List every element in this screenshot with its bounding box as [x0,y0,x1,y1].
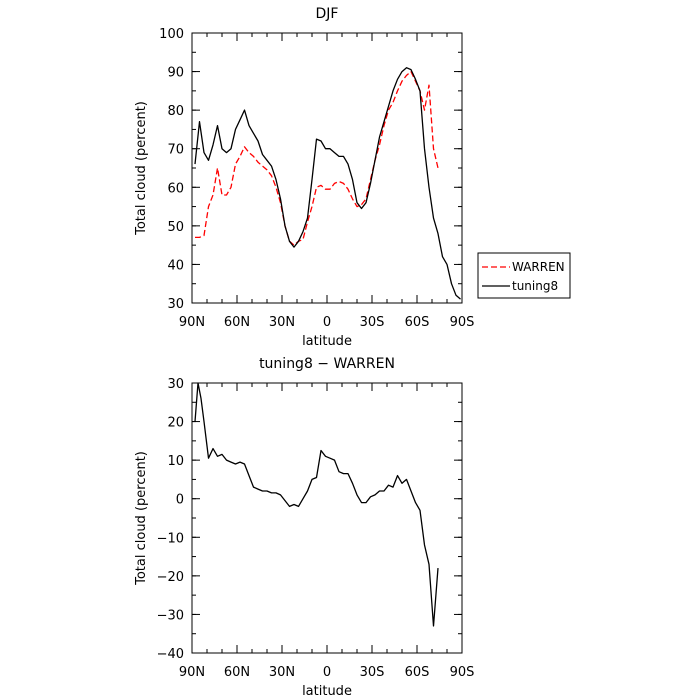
legend-box [477,252,571,299]
legend-label-warren: WARREN [512,260,565,274]
series-line-tuning8 [194,67,461,300]
y-tick-label: 10 [167,454,184,469]
y-tick-label: 80 [167,104,184,119]
series-line-warren [195,70,439,246]
chart-title: tuning8 − WARREN [259,356,395,372]
chart-djf: DJF 90N 60N 30N 0 30S 60S 90S 30 40 50 60 70 80 90 100 l… [134,6,474,349]
x-tick-label: 0 [323,665,331,680]
x-tick-label: 90N [179,315,205,330]
x-tick-label: 90S [450,315,475,330]
x-tick-label: 30N [269,665,295,680]
y-tick-label: 90 [167,66,184,81]
y-tick-label: 40 [167,258,184,273]
x-tick-label: 30S [360,665,385,680]
x-axis-label: latitude [302,334,352,349]
y-tick-label: 50 [167,220,184,235]
chart-difference: tuning8 − WARREN 90N 60N 30N 0 30S 60S 90S −40 −3… [134,356,474,699]
y-tick-label: −20 [157,570,184,585]
y-tick-label: 100 [159,27,184,42]
x-tick-label: 30S [360,315,385,330]
x-axis-label: latitude [302,684,352,699]
legend-label-tuning8: tuning8 [512,279,558,293]
y-tick-label: −30 [157,608,184,623]
x-tick-label: 60S [405,665,430,680]
x-tick-label: 30N [269,315,295,330]
y-tick-label: 70 [167,143,184,158]
x-tick-label: 60N [224,665,250,680]
x-tick-label: 60N [224,315,250,330]
plot-frame [191,32,463,304]
y-tick-label: 60 [167,181,184,196]
series-line-difference [194,382,439,627]
chart-title: DJF [316,6,339,22]
y-tick-label: 0 [176,493,184,508]
y-tick-label: −10 [157,531,184,546]
y-tick-label: 20 [167,416,184,431]
x-tick-label: 90N [179,665,205,680]
y-tick-label: −40 [157,647,184,662]
y-tick-label: 30 [167,297,184,312]
legend: WARREN tuning8 [477,252,571,299]
y-tick-label: 30 [167,377,184,392]
y-axis-label: Total cloud (percent) [134,101,149,236]
x-tick-label: 0 [323,315,331,330]
x-tick-label: 60S [405,315,430,330]
x-tick-label: 90S [450,665,475,680]
y-axis-label: Total cloud (percent) [134,451,149,586]
